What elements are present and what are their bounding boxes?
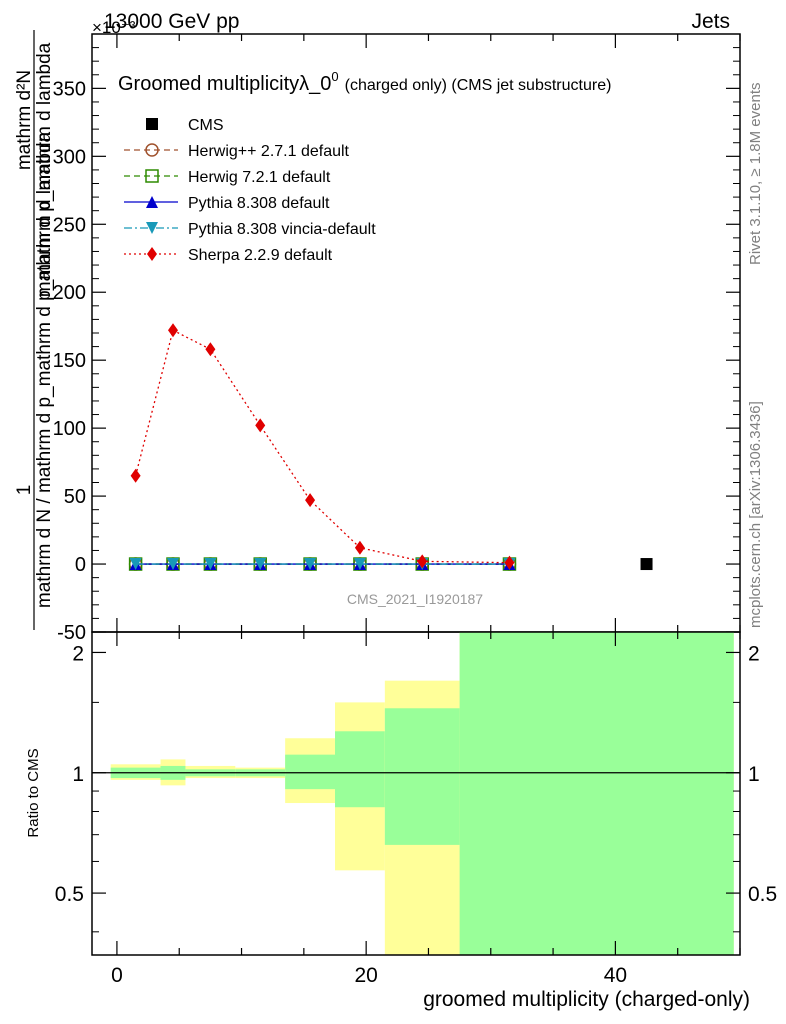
legend-marker [145, 143, 159, 157]
ratio-y-label: Ratio to CMS [25, 748, 42, 837]
data-point [130, 468, 141, 483]
data-point [305, 493, 316, 508]
legend-entry: Herwig 7.2.1 default [124, 169, 331, 186]
data-point [504, 555, 515, 570]
ratio-plot-frame [91, 631, 741, 956]
legend-entry: CMS [146, 117, 224, 134]
data-point [204, 558, 217, 571]
legend-entry: Sherpa 2.2.9 default [124, 247, 333, 264]
mcplots-label: mcplots.cern.ch [arXiv:1306.3436] [747, 401, 764, 628]
y-tick-label: 300 [53, 146, 86, 168]
ratio-y-tick-label: 2 [72, 642, 84, 665]
data-point [353, 558, 366, 571]
data-point [304, 558, 317, 571]
x-tick-label: 40 [604, 964, 627, 987]
legend-label: Herwig++ 2.7.1 default [188, 143, 350, 160]
x-tick-label: 0 [111, 964, 123, 987]
ylabel-line4: mathrm d N / mathrm d p_mathrm d p_mathr… [34, 131, 55, 608]
data-point [167, 558, 179, 571]
legend-entry: Pythia 8.308 vincia-default [124, 221, 376, 238]
legend-marker [147, 247, 157, 261]
data-point [168, 323, 178, 338]
main-y-label: mathrm d²N mathrm d p_mathrm d lambda 1 … [14, 30, 55, 630]
legend-label: Herwig 7.2.1 default [188, 169, 331, 186]
data-point [417, 554, 428, 569]
series-4 [130, 323, 515, 570]
legend-label: CMS [188, 117, 224, 134]
ylabel-line3: 1 [14, 485, 35, 496]
cms-data-point [640, 558, 653, 571]
y-tick-label: 0 [75, 554, 86, 576]
legend-label: Pythia 8.308 vincia-default [188, 221, 376, 238]
x-tick-label: 20 [354, 964, 377, 987]
ylabel-line2: mathrm d p_mathrm d lambda [34, 42, 55, 297]
legend-label: Pythia 8.308 default [188, 195, 330, 212]
ylabel-line1: mathrm d²N [14, 70, 35, 170]
y-tick-label: 200 [53, 282, 86, 304]
main-x-ticks [116, 34, 741, 632]
legend-marker [146, 196, 158, 208]
title-main: Groomed multiplicity [118, 73, 299, 95]
legend-marker [145, 169, 159, 183]
ratio-band-green [384, 708, 460, 845]
energy-label: 13000 GeV pp [104, 10, 239, 33]
y-tick-label: 50 [64, 486, 86, 508]
series-layer [128, 323, 653, 571]
process-label: Jets [691, 10, 730, 33]
plot-title: Groomed multiplicityλ_00 (charged only) (… [118, 69, 611, 95]
title-lambda: λ_0 [299, 73, 331, 95]
legend-entry: Pythia 8.308 default [124, 195, 330, 212]
x-axis-label: groomed multiplicity (charged-only) [423, 988, 750, 1011]
ratio-band-green [459, 632, 734, 955]
ratio-y-tick-label-right: 0.5 [748, 883, 777, 906]
title-superscript: 0 [331, 69, 338, 84]
y-tick-label: 100 [53, 418, 86, 440]
data-point [354, 540, 365, 555]
legend-entry: Herwig++ 2.7.1 default [124, 143, 350, 160]
legend-marker [146, 118, 158, 130]
legend-marker [146, 222, 158, 234]
ratio-y-tick-label-right: 1 [748, 763, 760, 786]
legend-label: Sherpa 2.2.9 default [188, 247, 333, 264]
data-point [255, 418, 266, 433]
rivet-version-label: Rivet 3.1.10, ≥ 1.8M events [747, 83, 764, 266]
y-tick-label: 250 [53, 214, 86, 236]
data-point [129, 558, 142, 571]
y-tick-label: -50 [57, 622, 86, 644]
analysis-watermark: CMS_2021_I1920187 [347, 591, 483, 607]
axis-exponent: ×10⁻³ [92, 18, 136, 37]
ratio-y-tick-label: 1 [72, 763, 84, 786]
title-suffix: (charged only) (CMS jet substructure) [345, 77, 612, 94]
y-tick-label: 150 [53, 350, 86, 372]
ratio-y-tick-label: 0.5 [55, 883, 84, 906]
ratio-y-tick-label-right: 2 [748, 642, 760, 665]
series-line [134, 329, 510, 564]
ratio-ticks: 0.5 0.51 12 20 20 40 [55, 632, 777, 987]
y-tick-label: 350 [53, 78, 86, 100]
legend: CMS Herwig++ 2.7.1 default Herwig 7.2.1 de… [124, 117, 376, 264]
ratio-band-green [335, 731, 385, 808]
ratio-bands [92, 632, 740, 955]
data-point [254, 558, 267, 571]
data-point [205, 342, 216, 357]
main-y-ticks: -50 0 50 100 150 200 250 300 350 [53, 47, 740, 644]
ratio-band-green [285, 754, 335, 790]
